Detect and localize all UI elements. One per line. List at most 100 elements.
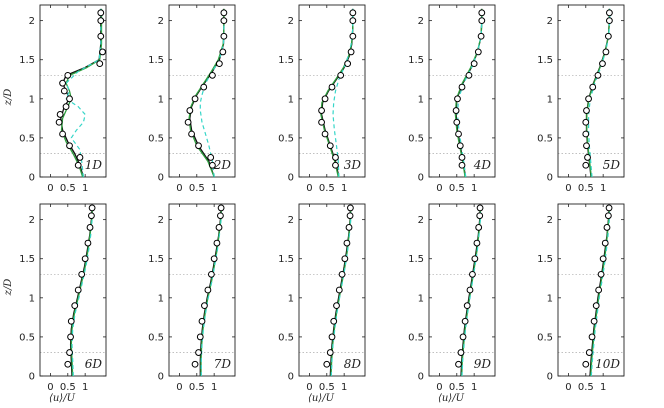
x-tick-label: 1 [211,183,217,194]
data-point [473,239,481,247]
x-tick-label: 0.5 [319,183,335,194]
x-tick-label: 0.5 [60,382,76,393]
data-point [210,255,218,263]
data-point [470,60,478,68]
data-point [191,95,199,103]
y-tick-label: 0.5 [19,133,35,144]
data-point [459,333,467,341]
y-tick-label: 1.5 [278,55,294,66]
position-label: 10D [595,357,620,371]
x-tick-label: 0.5 [60,183,76,194]
data-point [220,32,228,40]
y-tick-label: 0 [29,173,35,184]
panel-5D: 0 0.5 1 0 0.5 1 1.5 2 5D [537,4,625,194]
data-point [601,239,609,247]
data-point [318,118,325,126]
y-tick-label: 1 [547,293,553,304]
panel-frame [298,203,366,377]
position-label: 5D [603,158,621,172]
y-tick-label: 1 [29,94,35,105]
position-label: 4D [473,158,492,172]
x-tick-label: 0 [436,382,442,393]
x-tick-label: 0 [436,183,442,194]
data-point [332,161,339,169]
panel-9D: 0 0.5 1 0 0.5 1 1.5 2 9D [408,203,496,393]
data-point [201,302,208,310]
data-point [220,9,228,17]
data-point [582,360,590,368]
y-tick-label: 1 [418,94,424,105]
y-tick-label: 0 [547,372,553,383]
data-point [209,71,216,79]
y-tick-label: 2 [418,16,424,27]
data-point [337,71,345,79]
data-point [590,317,598,325]
data-point [66,349,73,356]
x-tick-label: 1 [82,183,88,194]
data-point [599,60,606,68]
x-tick-label: 1 [600,183,606,194]
data-point [64,360,72,368]
x-tick-label: 1 [341,183,347,194]
panel-1D: 0 0.5 1 0 0.5 1 1.5 2 1D [19,4,107,194]
y-tick-label: 1.5 [148,254,164,265]
x-tick-label: 0.5 [449,382,465,393]
data-point [62,103,70,111]
data-point [583,142,590,150]
data-point [318,107,325,114]
series-line-1 [189,8,225,178]
data-point [592,302,600,310]
y-tick-label: 2 [158,215,164,226]
panel-frame [39,203,107,377]
data-point [335,286,343,294]
series-line-1 [69,207,93,377]
y-tick-label: 1.5 [537,254,553,265]
data-point [97,17,105,25]
data-point [74,286,82,294]
y-tick-label: 0.5 [19,332,35,343]
data-point [585,349,593,356]
x-tick-label: 0.5 [189,183,205,194]
data-point [195,349,202,356]
y-tick-label: 0.5 [148,332,164,343]
x-tick-label: 0 [176,183,182,194]
panel-8D: 0 0.5 1 0 0.5 1 1.5 2 8D [278,203,366,393]
data-point [84,239,92,247]
data-point [455,130,462,138]
data-point [96,60,104,68]
data-point [330,317,338,325]
x-tick-label: 1 [471,183,477,194]
data-point [213,239,221,247]
data-point [321,95,329,103]
data-point [88,212,95,220]
y-tick-label: 1 [29,293,35,304]
data-point [198,317,206,325]
data-point [349,32,357,40]
data-point [332,154,339,161]
series-line-3 [199,8,225,178]
y-tick-label: 1 [547,94,553,105]
data-point [606,9,613,17]
data-point [599,255,607,263]
x-tick-label: 0 [306,183,312,194]
data-point [59,130,66,138]
data-point [343,239,351,247]
data-point [71,302,79,310]
data-point [465,71,473,79]
y-tick-label: 2 [288,215,294,226]
data-point [477,32,485,40]
data-point [471,255,479,263]
y-tick-label: 2 [29,16,35,27]
data-point [67,333,74,341]
y-tick-label: 0.5 [537,332,553,343]
x-tick-label: 1 [341,382,347,393]
data-point [478,17,486,25]
x-axis-label-3: ⟨u⟩/U [438,393,465,404]
data-point [81,255,89,263]
data-point [86,224,94,231]
data-point [594,71,602,79]
x-tick-label: 0.5 [189,382,205,393]
series-line-2 [320,8,354,178]
data-point [88,204,96,212]
x-tick-label: 0.5 [578,183,594,194]
